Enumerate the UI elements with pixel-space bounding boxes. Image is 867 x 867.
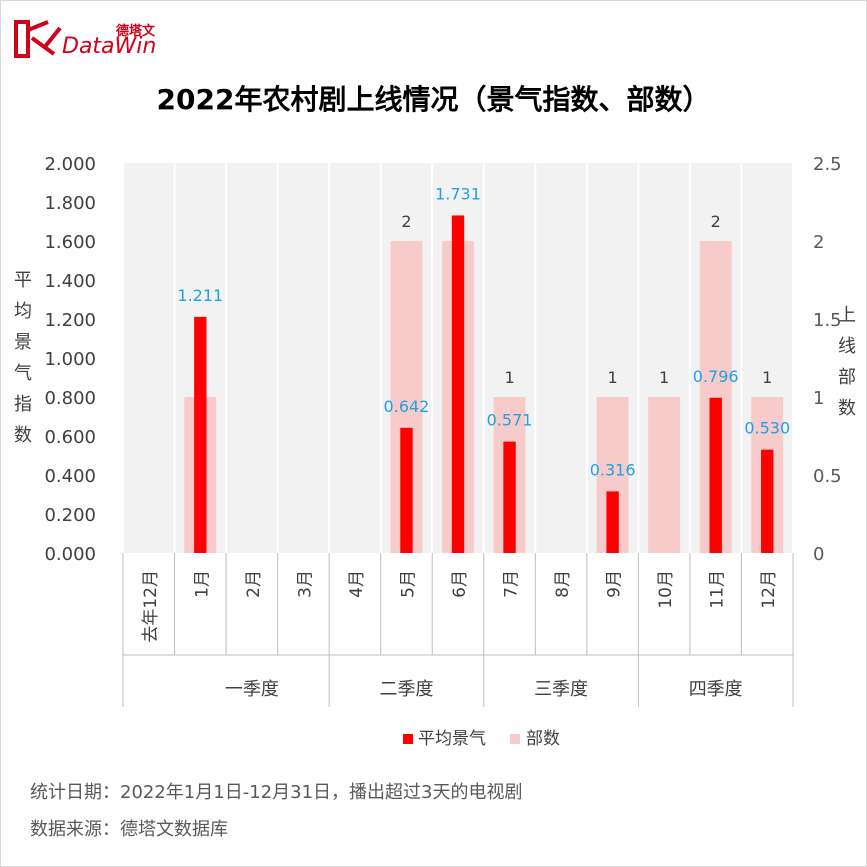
quarter-label: 二季度: [379, 679, 433, 700]
bar-index-9: [606, 491, 619, 553]
count-data-label: 2: [711, 212, 721, 231]
x-tick-label: 2月: [244, 570, 264, 598]
index-data-label: 1.731: [435, 184, 481, 203]
index-data-label: 0.571: [487, 411, 533, 430]
source-note: 数据来源：德塔文数据库: [30, 819, 228, 840]
x-tick-label: 4月: [347, 570, 367, 598]
chart-title: 2022年农村剧上线情况（景气指数、部数）: [156, 83, 711, 116]
quarter-label: 三季度: [534, 679, 588, 700]
count-data-label: 1: [504, 368, 514, 387]
y2-tick-label: 1: [813, 388, 824, 409]
y2-tick-label: 1.5: [813, 310, 842, 331]
index-data-label: 0.530: [744, 419, 790, 438]
y-tick-label: 0.000: [44, 544, 96, 565]
x-tick-label: 7月: [502, 570, 522, 598]
index-data-label: 1.211: [177, 286, 223, 305]
y-tick-label: 1.400: [44, 271, 96, 292]
quarter-label: 一季度: [225, 679, 279, 700]
y-tick-label: 1.000: [44, 349, 96, 370]
bar-index-12: [761, 449, 774, 553]
bar-index-6: [451, 215, 465, 553]
y-tick-label: 0.800: [44, 388, 96, 409]
legend-swatch-index: [403, 734, 413, 744]
y2-tick-label: 0: [813, 544, 824, 565]
chart-plot: 0.000 0.200 0.400 0.600 0.800 1.000 1.200 1.400…: [44, 154, 842, 749]
x-tick-label: 12月: [759, 570, 779, 609]
stat-date-note: 统计日期：2022年1月1日-12月31日，播出超过3天的电视剧: [30, 782, 523, 803]
x-tick-label: 5月: [398, 570, 418, 598]
count-data-label: 1: [608, 368, 618, 387]
y2-tick-label: 0.5: [813, 466, 842, 487]
brand-name-cn: 德塔文: [116, 24, 156, 39]
bar-count-10: [648, 397, 681, 553]
y-tick-label: 1.800: [44, 193, 96, 214]
x-tick-label: 9月: [605, 570, 625, 598]
x-tick-label: 1月: [192, 570, 212, 598]
legend-swatch-count: [510, 734, 520, 744]
index-data-label: 0.642: [384, 397, 430, 416]
x-tick-label: 6月: [450, 570, 470, 598]
bar-index-11: [709, 397, 722, 553]
datawin-logo-mark: [14, 20, 62, 58]
x-tick-label: 8月: [553, 570, 573, 598]
y-tick-label: 1.600: [44, 232, 96, 253]
x-tick-label: 11月: [708, 570, 728, 609]
y-tick-label: 0.200: [44, 505, 96, 526]
brand-name-en: DataWin: [62, 34, 157, 59]
index-data-label: 0.316: [590, 460, 636, 479]
legend-label-count: 部数: [526, 729, 560, 749]
y2-axis-label: 上线部数: [838, 305, 856, 419]
bar-index-1: [194, 316, 207, 553]
x-tick-label: 10月: [656, 570, 676, 609]
legend-label-index: 平均景气: [418, 729, 486, 749]
quarter-label: 四季度: [689, 679, 743, 700]
y-tick-label: 0.400: [44, 466, 96, 487]
count-data-label: 1: [659, 368, 669, 387]
index-data-label: 0.796: [693, 367, 739, 386]
y-tick-label: 2.000: [44, 154, 96, 175]
y-axis-label: 平均景气指数: [14, 270, 32, 446]
y-tick-label: 0.600: [44, 427, 96, 448]
bar-index-5: [400, 427, 413, 553]
y2-tick-label: 2: [813, 232, 824, 253]
bar-index-7: [503, 441, 516, 553]
count-data-label: 2: [401, 212, 411, 231]
y-tick-label: 1.200: [44, 310, 96, 331]
count-data-label: 1: [762, 368, 772, 387]
datawin-logo: [14, 18, 174, 68]
x-tick-label: 去年12月: [141, 570, 161, 643]
x-tick-label: 3月: [295, 570, 315, 598]
y2-tick-label: 2.5: [813, 154, 842, 175]
